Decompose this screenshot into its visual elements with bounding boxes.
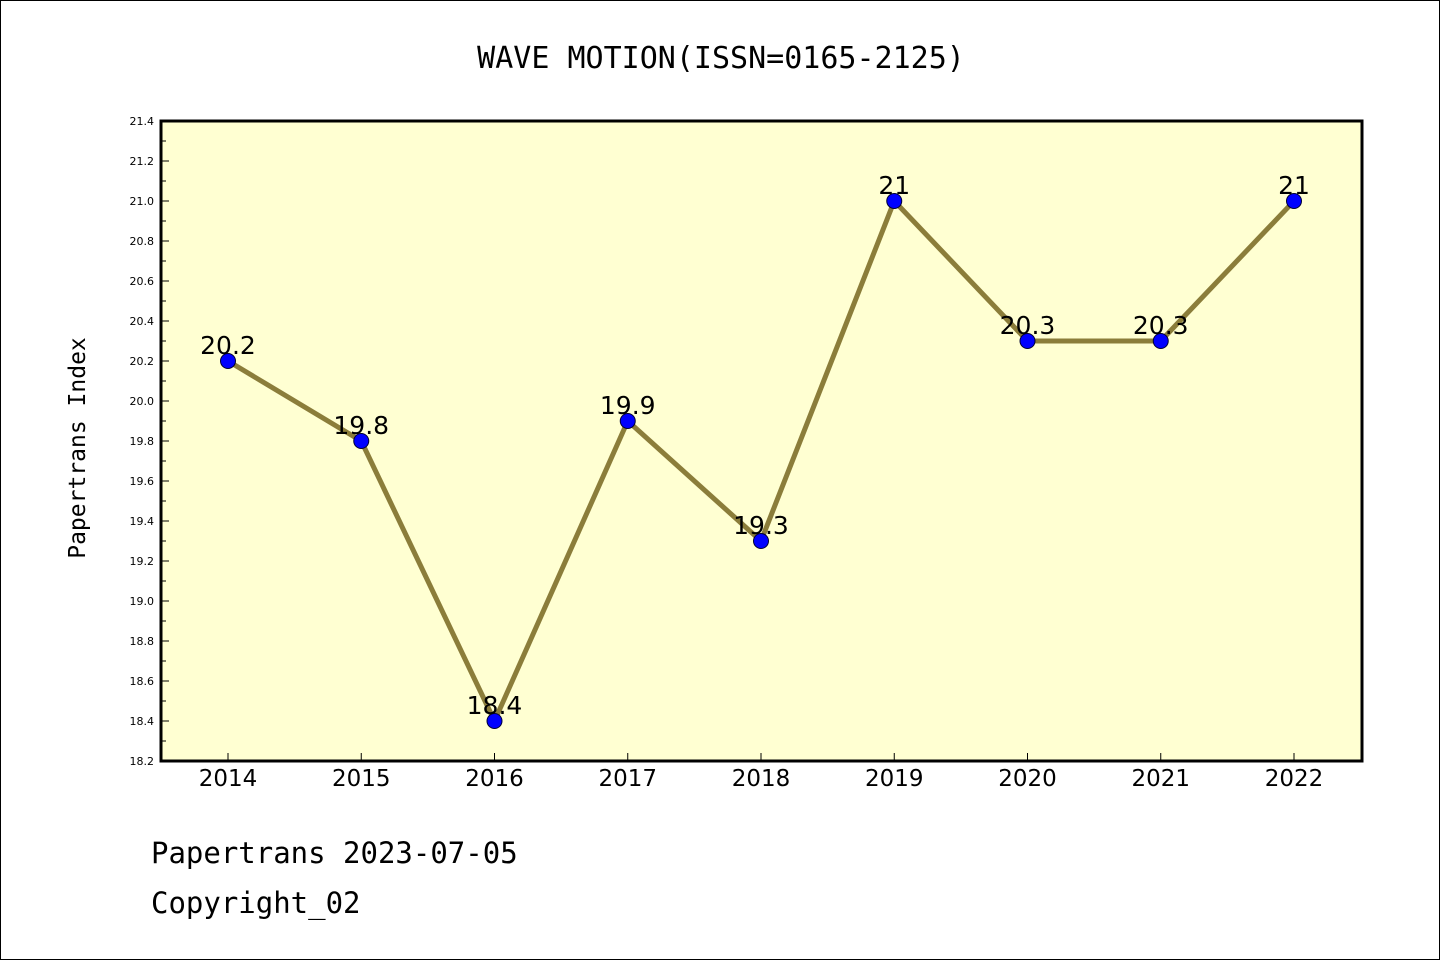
y-tick-label: 19.6 xyxy=(130,475,155,488)
data-label: 20.2 xyxy=(200,331,256,360)
data-point-marker xyxy=(753,533,769,549)
x-tick-label: 2018 xyxy=(732,766,791,792)
y-tick-label: 18.2 xyxy=(130,755,155,768)
y-tick-label: 18.8 xyxy=(130,635,155,648)
y-tick-label: 21.4 xyxy=(130,115,155,128)
data-label: 20.3 xyxy=(1000,311,1056,340)
y-axis-label: Papertrans Index xyxy=(65,337,91,559)
y-tick-label: 21.2 xyxy=(130,155,155,168)
footer-date-text: Papertrans 2023-07-05 xyxy=(151,836,518,870)
x-tick-label: 2014 xyxy=(199,766,258,792)
data-point-marker xyxy=(486,713,503,729)
x-tick-label: 2017 xyxy=(598,766,657,792)
chart-title: WAVE MOTION(ISSN=0165-2125) xyxy=(477,41,965,76)
y-tick-label: 20.8 xyxy=(130,235,155,248)
data-labels: 20.2 19.8 18.4 19.9 19.3 21 20.3 20.3 21 xyxy=(200,171,1310,720)
y-tick-label: 19.0 xyxy=(130,595,155,608)
y-tick-label: 20.6 xyxy=(130,275,155,288)
data-point-marker xyxy=(619,413,636,429)
data-point-marker xyxy=(220,353,236,369)
y-tick-label: 20.4 xyxy=(130,315,155,328)
data-point-marker xyxy=(1019,333,1036,349)
data-label: 19.8 xyxy=(333,411,389,440)
data-point-marker xyxy=(353,433,370,449)
y-tick-label: 19.2 xyxy=(130,555,155,568)
x-tick-label: 2020 xyxy=(998,766,1057,792)
data-label: 21 xyxy=(1278,171,1310,200)
y-axis: 18.2 18.4 18.6 18.8 19.0 19.2 19.4 19.6 19.8 20.0… xyxy=(130,115,169,768)
data-label: 18.4 xyxy=(467,691,523,720)
y-tick-label: 19.8 xyxy=(130,435,155,448)
y-tick-label: 21.0 xyxy=(130,195,155,208)
x-tick-label: 2022 xyxy=(1265,766,1324,792)
data-markers xyxy=(220,193,1302,729)
data-label: 21 xyxy=(878,171,910,200)
plot-border xyxy=(159,119,1364,763)
footer-copyright-text: Copyright_02 xyxy=(151,886,361,920)
y-tick-label: 18.6 xyxy=(130,675,155,688)
x-tick-label: 2016 xyxy=(465,766,524,792)
y-tick-label: 19.4 xyxy=(130,515,155,528)
data-label: 19.9 xyxy=(600,391,656,420)
y-tick-label: 20.0 xyxy=(130,395,155,408)
y-tick-label: 18.4 xyxy=(130,715,155,728)
x-tick-label: 2019 xyxy=(865,766,924,792)
y-tick-label: 20.2 xyxy=(130,355,155,368)
data-label: 20.3 xyxy=(1133,311,1189,340)
x-axis: 2014 2015 2016 2017 2018 2019 2020 2021 2022 xyxy=(199,753,1324,792)
plot-area xyxy=(161,121,1362,761)
x-tick-label: 2021 xyxy=(1131,766,1190,792)
data-point-marker xyxy=(1152,333,1169,349)
data-point-marker xyxy=(1286,193,1302,209)
data-label: 19.3 xyxy=(733,511,789,540)
x-tick-label: 2015 xyxy=(332,766,391,792)
data-point-marker xyxy=(886,193,903,209)
